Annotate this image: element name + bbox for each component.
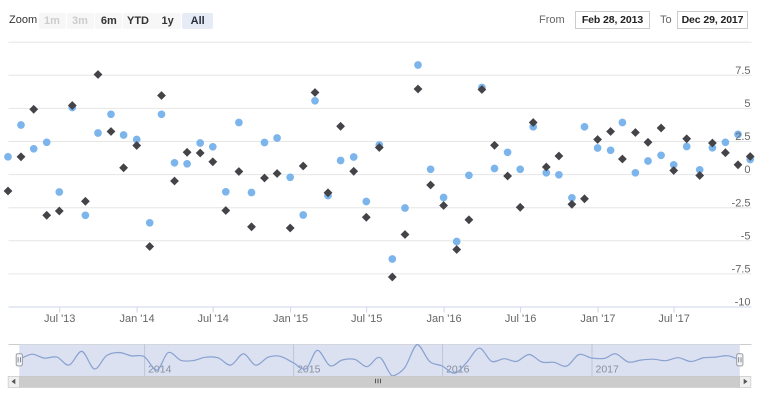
svg-text:-5: -5 <box>741 230 751 242</box>
svg-text:2015: 2015 <box>297 364 321 376</box>
svg-text:Jul '13: Jul '13 <box>44 313 75 325</box>
svg-text:5: 5 <box>744 98 750 110</box>
svg-text:7.5: 7.5 <box>735 65 750 77</box>
svg-text:2.5: 2.5 <box>735 131 750 143</box>
svg-text:Jul '14: Jul '14 <box>197 313 228 325</box>
svg-text:Jul '16: Jul '16 <box>505 313 536 325</box>
svg-text:0: 0 <box>744 164 750 176</box>
svg-text:Jul '17: Jul '17 <box>658 313 689 325</box>
svg-text:-10: -10 <box>735 297 751 309</box>
svg-text:2014: 2014 <box>148 364 172 376</box>
svg-text:-7.5: -7.5 <box>732 264 751 276</box>
svg-text:-2.5: -2.5 <box>732 197 751 209</box>
svg-text:2017: 2017 <box>596 364 620 376</box>
svg-text:Jan '16: Jan '16 <box>427 313 462 325</box>
svg-text:Jan '15: Jan '15 <box>273 313 308 325</box>
svg-text:2016: 2016 <box>446 364 470 376</box>
svg-text:Jan '17: Jan '17 <box>580 313 615 325</box>
svg-text:Jul '15: Jul '15 <box>351 313 382 325</box>
svg-text:Jan '14: Jan '14 <box>120 313 155 325</box>
